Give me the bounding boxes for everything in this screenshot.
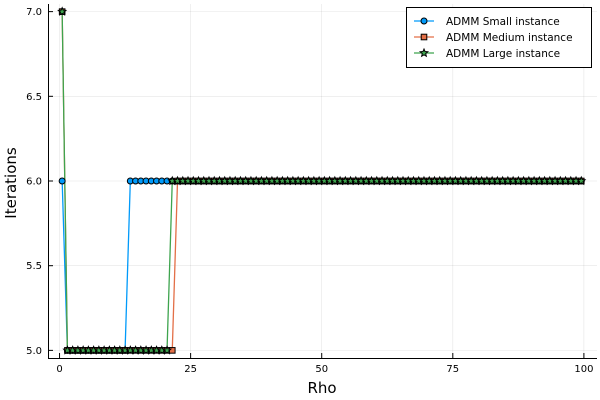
y-tick-label: 7.0 [26, 7, 42, 18]
data-point [576, 175, 587, 186]
legend-box [406, 7, 592, 68]
data-point [161, 345, 173, 355]
x-tick-label: 100 [574, 364, 593, 375]
x-tick-label: 75 [446, 364, 459, 375]
y-tick-label: 6.5 [26, 92, 42, 103]
y-tick-label: 5.5 [26, 261, 42, 272]
x-tick-label: 25 [184, 364, 197, 375]
x-tick-label: 50 [315, 364, 328, 375]
data-point [58, 177, 66, 185]
legend-label: ADMM Small instance [446, 16, 560, 28]
data-point [57, 6, 68, 16]
data-point [168, 347, 176, 354]
legend-marker [420, 33, 428, 41]
legend: ADMM Small instance ADMM Medium instance A… [406, 7, 592, 68]
y-ticks: 5.0 5.5 6.0 6.5 7.0 [26, 7, 53, 357]
legend-label: ADMM Large instance [446, 48, 560, 60]
x-ticks: 0 25 50 75 100 [56, 353, 593, 375]
y-axis-title: Iterations [2, 147, 20, 219]
y-tick-label: 6.0 [26, 177, 42, 188]
legend-marker [420, 17, 428, 25]
x-tick-label: 0 [56, 364, 62, 375]
legend-label: ADMM Medium instance [446, 32, 573, 44]
series-markers [57, 6, 587, 355]
y-tick-label: 5.0 [26, 346, 42, 357]
x-axis-title: Rho [307, 379, 336, 397]
series-markers-admm-large-instance [57, 6, 587, 355]
legend-marker [418, 47, 430, 58]
